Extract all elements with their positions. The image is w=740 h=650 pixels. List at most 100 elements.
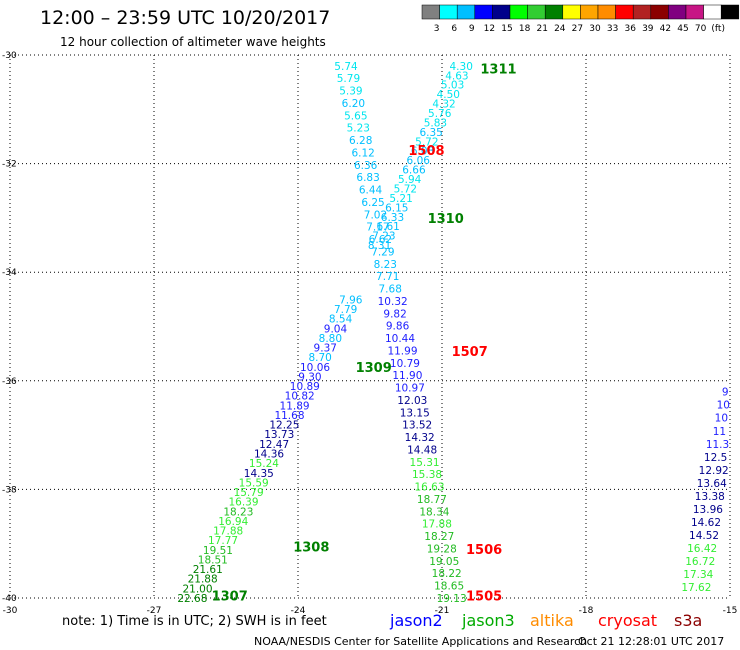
wave-height-value: 13.64 <box>697 478 727 490</box>
colorbar-swatch <box>421 4 440 20</box>
satellite-legend-s3a: s3a <box>674 611 702 630</box>
wave-height-value: 13.96 <box>693 504 723 516</box>
wave-height-value: 6.35 <box>419 127 442 139</box>
wave-height-value: 9.30 <box>298 371 321 383</box>
wave-height-value: 12.47 <box>259 439 289 451</box>
wave-height-value: 5.03 <box>441 80 464 92</box>
colorbar-swatch <box>615 4 634 20</box>
colorbar-label: 21 <box>536 24 547 34</box>
x-tick-label: -18 <box>579 606 594 616</box>
wave-height-value: 7.23 <box>372 231 395 243</box>
colorbar-label: 15 <box>501 24 512 34</box>
wave-height-value: 17.77 <box>208 535 238 547</box>
wave-height-value: 8.54 <box>329 314 353 326</box>
wave-height-value: 6.66 <box>402 165 426 177</box>
pass-label: 1507 <box>452 345 488 360</box>
wave-height-value: 5.74 <box>334 61 358 73</box>
wave-height-value: 11 <box>713 426 726 438</box>
wave-height-value: 15.79 <box>234 487 264 499</box>
pass-label: 1308 <box>293 540 329 555</box>
y-tick-label: -38 <box>2 485 17 495</box>
wave-height-value: 13.38 <box>695 491 725 503</box>
pass-label: 1309 <box>356 361 392 376</box>
wave-height-value: 13.73 <box>264 429 294 441</box>
wave-height-value: 16.63 <box>414 482 444 494</box>
y-tick-label: -30 <box>2 51 17 61</box>
wave-height-value: 22.68 <box>177 593 207 605</box>
y-tick-label: -36 <box>2 377 17 387</box>
wave-height-value: 18.51 <box>198 554 228 566</box>
wave-height-value: 5.39 <box>339 86 362 98</box>
wave-height-value: 5.23 <box>347 123 370 135</box>
satellite-legend-cryosat: cryosat <box>598 611 657 630</box>
wave-height-value: 21.61 <box>193 564 223 576</box>
wave-height-value: 14.62 <box>691 517 721 529</box>
wave-height-marks: 4.304.635.034.504.325.765.836.355.726.08… <box>177 61 730 605</box>
colorbar-label: 36 <box>624 24 636 34</box>
wave-height-value: 10.32 <box>378 296 408 308</box>
wave-height-value: 9.86 <box>386 321 410 333</box>
wave-height-value: 5.76 <box>428 108 452 120</box>
wave-height-value: 16.94 <box>218 516 248 528</box>
wave-height-value: 19.13 <box>437 593 467 605</box>
colorbar-label: 45 <box>677 24 688 34</box>
wave-height-value: 11.90 <box>392 370 422 382</box>
colorbar-swatch <box>509 4 528 20</box>
wave-height-value: 8.70 <box>308 352 331 364</box>
wave-height-value: 7.79 <box>334 304 357 316</box>
wave-height-value: 13.52 <box>402 420 432 432</box>
y-tick-label: -40 <box>2 594 17 604</box>
pass-label: 1505 <box>466 589 502 604</box>
wave-height-value: 5.79 <box>337 73 360 85</box>
wave-height-value: 18.65 <box>434 581 464 593</box>
footer-timestamp: Oct 21 12:28:01 UTC 2017 <box>578 635 724 648</box>
satellite-legend: jason2 jason3 altika cryosat s3a <box>389 611 702 630</box>
wave-height-value: 19.05 <box>429 556 459 568</box>
wave-height-value: 18.22 <box>432 568 462 580</box>
pass-label: 1508 <box>408 144 444 159</box>
wave-height-value: 10.97 <box>395 383 425 395</box>
wave-height-value: 19.51 <box>203 545 233 557</box>
colorbar-swatch <box>703 4 722 20</box>
wave-height-value: 10.79 <box>390 358 420 370</box>
wave-height-value: 16.72 <box>685 556 715 568</box>
wave-height-value: 18.23 <box>223 506 253 518</box>
wave-height-value: 5.83 <box>424 117 447 129</box>
wave-height-value: 15.31 <box>410 457 440 469</box>
wave-height-value: 12.5 <box>704 452 727 464</box>
wave-height-value: 11.99 <box>387 345 417 357</box>
wave-height-value: 6.36 <box>354 160 378 172</box>
colorbar-label: 39 <box>642 24 654 34</box>
wave-height-value: 9.04 <box>324 323 348 335</box>
wave-height-value: 5.65 <box>344 110 367 122</box>
wave-height-value: 8.23 <box>374 259 397 271</box>
wave-height-value: 10 <box>717 400 730 412</box>
wave-height-value: 5.94 <box>398 174 422 186</box>
wave-height-value: 18.77 <box>417 494 447 506</box>
wave-height-value: 9 <box>722 387 729 399</box>
wave-height-value: 21.00 <box>182 583 212 595</box>
wave-height-value: 7.02 <box>364 209 387 221</box>
colorbar-label: 30 <box>589 24 601 34</box>
colorbar-label: 70 <box>695 24 707 34</box>
wave-height-value: 19.28 <box>427 543 457 555</box>
wave-height-value: 10.44 <box>385 333 415 345</box>
colorbar-swatch <box>492 4 511 20</box>
wave-height-value: 14.48 <box>407 444 437 456</box>
colorbar-label: 24 <box>554 24 566 34</box>
colorbar-label: 33 <box>607 24 618 34</box>
wave-height-value: 12.92 <box>699 465 729 477</box>
axis-ticks: -30 -27 -24 -21 -18 -15 -30 -32 -34 -36 -38 -40 <box>2 51 737 616</box>
satellite-legend-altika: altika <box>530 611 574 630</box>
x-tick-label: -27 <box>147 606 162 616</box>
wave-height-value: 7.96 <box>339 294 363 306</box>
wave-height-value: 15.38 <box>412 469 442 481</box>
colorbar-swatch <box>439 4 458 20</box>
colorbar-swatch <box>597 4 616 20</box>
wave-height-value: 17.88 <box>213 526 243 538</box>
wave-height-value: 17.34 <box>683 569 713 581</box>
wave-height-value: 7.68 <box>379 284 402 296</box>
wave-height-value: 14.35 <box>244 468 274 480</box>
wave-height-value: 11.89 <box>280 400 310 412</box>
colorbar-label: 6 <box>451 24 457 34</box>
